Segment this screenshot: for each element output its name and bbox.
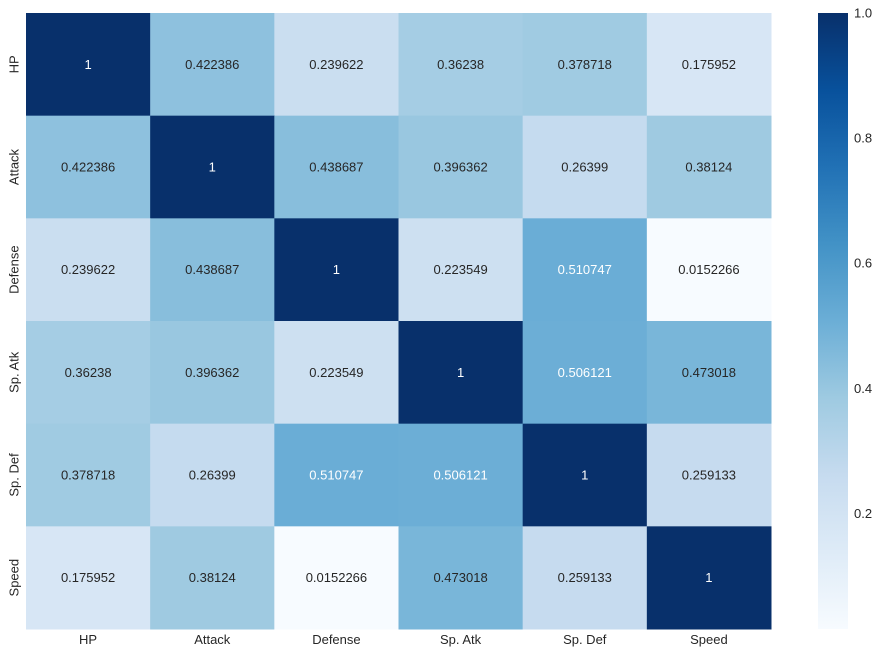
cell-annotation: 0.378718	[558, 57, 612, 72]
heatmap-cell	[274, 218, 399, 322]
x-tick-label: Speed	[690, 632, 728, 647]
cell-annotation: 0.473018	[433, 570, 487, 585]
heatmap-cell	[274, 423, 399, 527]
cell-annotation: 0.259133	[682, 468, 736, 483]
heatmap-cell	[26, 115, 151, 219]
cell-annotation: 1	[209, 160, 216, 175]
heatmap-cell	[274, 321, 399, 425]
heatmap-cell	[646, 13, 772, 117]
cell-annotation: 0.26399	[189, 468, 236, 483]
y-tick-label: Attack	[7, 148, 22, 185]
colorbar-tick-label: 0.6	[854, 256, 872, 271]
x-tick-label: HP	[79, 632, 97, 647]
heatmap-cell	[646, 321, 772, 425]
x-tick-label: Sp. Def	[563, 632, 607, 647]
cell-annotation: 1	[457, 365, 464, 380]
x-tick-label: Defense	[312, 632, 360, 647]
heatmap-cell	[646, 115, 772, 219]
heatmap-cell	[522, 321, 648, 425]
heatmap-cell	[646, 526, 772, 630]
heatmap-cell	[274, 526, 399, 630]
heatmap-cell	[150, 218, 275, 322]
colorbar: 0.2 0.4 0.6 0.8 1.0	[818, 6, 872, 629]
heatmap-cell	[522, 218, 648, 322]
colorbar-tick-label: 0.8	[854, 131, 872, 146]
y-tick-label: HP	[7, 55, 22, 73]
cell-annotation: 1	[705, 570, 712, 585]
cell-annotation: 0.506121	[433, 468, 487, 483]
heatmap-cell	[274, 115, 399, 219]
cell-annotation: 0.396362	[433, 160, 487, 175]
heatmap-cell	[646, 423, 772, 527]
colorbar-tick-label: 1.0	[854, 6, 872, 21]
cell-annotation: 0.438687	[309, 160, 363, 175]
cell-annotation: 0.422386	[185, 57, 239, 72]
colorbar-tick-label: 0.2	[854, 506, 872, 521]
cell-annotation: 0.36238	[65, 365, 112, 380]
heatmap-cell	[398, 13, 524, 117]
heatmap-cell	[26, 218, 151, 322]
y-axis-tick-labels: HP Attack Defense Sp. Atk Sp. Def Speed	[7, 55, 22, 596]
cell-annotation: 0.239622	[309, 57, 363, 72]
cell-annotation: 0.223549	[309, 365, 363, 380]
cell-annotation: 0.175952	[682, 57, 736, 72]
heatmap-cell	[398, 321, 524, 425]
heatmap-cell	[150, 321, 275, 425]
heatmap-cell	[522, 423, 648, 527]
heatmap-cell	[646, 218, 772, 322]
heatmap-annotations: 1 0.422386 0.239622 0.36238 0.378718 0.175952…	[61, 57, 740, 585]
y-tick-label: Sp. Atk	[7, 351, 22, 393]
heatmap-cell	[150, 13, 275, 117]
heatmap-cell	[522, 115, 648, 219]
heatmap-cell	[26, 13, 151, 117]
heatmap-cell	[150, 526, 275, 630]
cell-annotation: 1	[581, 468, 588, 483]
cell-annotation: 0.36238	[437, 57, 484, 72]
cell-annotation: 0.422386	[61, 160, 115, 175]
heatmap-cell	[398, 423, 524, 527]
cell-annotation: 0.175952	[61, 570, 115, 585]
cell-annotation: 0.473018	[682, 365, 736, 380]
x-axis-tick-labels: HP Attack Defense Sp. Atk Sp. Def Speed	[79, 632, 728, 647]
heatmap-cells	[26, 13, 772, 630]
cell-annotation: 0.0152266	[678, 262, 739, 277]
cell-annotation: 0.0152266	[306, 570, 367, 585]
heatmap-cell	[522, 526, 648, 630]
heatmap-cell	[274, 13, 399, 117]
x-tick-label: Sp. Atk	[440, 632, 482, 647]
heatmap-cell	[398, 115, 524, 219]
cell-annotation: 0.378718	[61, 468, 115, 483]
heatmap-cell	[398, 526, 524, 630]
cell-annotation: 0.223549	[433, 262, 487, 277]
cell-annotation: 0.396362	[185, 365, 239, 380]
y-tick-label: Speed	[7, 559, 22, 597]
cell-annotation: 1	[333, 262, 340, 277]
cell-annotation: 0.38124	[685, 160, 732, 175]
cell-annotation: 0.38124	[189, 570, 236, 585]
y-tick-label: Defense	[7, 245, 22, 293]
heatmap-cell	[26, 321, 151, 425]
heatmap-cell	[26, 423, 151, 527]
cell-annotation: 0.510747	[558, 262, 612, 277]
cell-annotation: 1	[84, 57, 91, 72]
heatmap-cell	[398, 218, 524, 322]
colorbar-gradient	[818, 13, 848, 629]
heatmap-cell	[150, 115, 275, 219]
cell-annotation: 0.26399	[561, 160, 608, 175]
y-tick-label: Sp. Def	[7, 453, 22, 497]
cell-annotation: 0.510747	[309, 468, 363, 483]
heatmap-cell	[26, 526, 151, 630]
colorbar-tick-label: 0.4	[854, 381, 872, 396]
cell-annotation: 0.438687	[185, 262, 239, 277]
x-tick-label: Attack	[194, 632, 231, 647]
cell-annotation: 0.259133	[558, 570, 612, 585]
heatmap-cell	[522, 13, 648, 117]
heatmap-cell	[150, 423, 275, 527]
cell-annotation: 0.239622	[61, 262, 115, 277]
cell-annotation: 0.506121	[558, 365, 612, 380]
